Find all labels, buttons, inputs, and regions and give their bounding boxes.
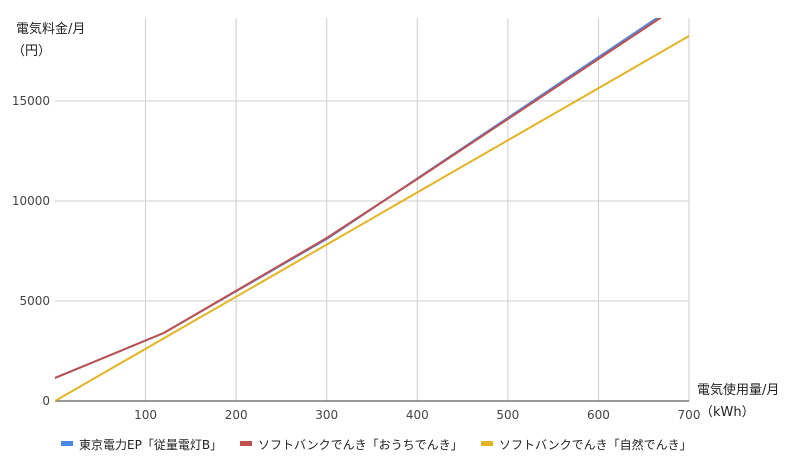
x-tick-label: 300: [315, 408, 338, 422]
tick-labels: 100 200 300 400 500 600 700 0 5000 10000 15000: [12, 94, 701, 422]
series-line-2: [55, 18, 663, 379]
y-axis-unit: （円）: [12, 44, 51, 59]
x-tick-label: 400: [406, 408, 429, 422]
gridlines: [55, 18, 690, 402]
x-tick-label: 700: [678, 408, 701, 422]
x-tick-label: 200: [225, 408, 248, 422]
legend-label: ソフトバンクでんき「おうちでんき」: [258, 438, 463, 452]
series-lines: [55, 18, 689, 401]
y-tick-label: 0: [42, 394, 50, 408]
y-tick-label: 10000: [12, 194, 50, 208]
legend-swatch: [61, 441, 73, 446]
y-tick-label: 15000: [12, 94, 50, 108]
series-line-3: [55, 35, 689, 401]
x-tick-label: 100: [134, 408, 157, 422]
legend-item-ouchi[interactable]: ソフトバンクでんき「おうちでんき」: [240, 438, 463, 452]
x-tick-label: 500: [496, 408, 519, 422]
x-axis-title: 電気使用量/月: [697, 382, 779, 398]
x-axis-unit: （kWh）: [700, 405, 755, 420]
y-tick-label: 5000: [19, 294, 50, 308]
series-line-1: [55, 18, 659, 379]
legend-label: 東京電力EP「従量電灯B」: [79, 438, 222, 452]
x-tick-label: 600: [587, 408, 610, 422]
legend-item-shizen[interactable]: ソフトバンクでんき「自然でんき」: [481, 437, 692, 452]
legend-label: ソフトバンクでんき「自然でんき」: [499, 437, 692, 452]
legend: 東京電力EP「従量電灯B」 ソフトバンクでんき「おうちでんき」 ソフトバンクでん…: [61, 437, 692, 452]
legend-item-tokyo[interactable]: 東京電力EP「従量電灯B」: [61, 438, 222, 452]
legend-swatch: [240, 441, 252, 446]
y-axis-title: 電気料金/月: [16, 21, 85, 37]
legend-swatch: [481, 441, 493, 446]
